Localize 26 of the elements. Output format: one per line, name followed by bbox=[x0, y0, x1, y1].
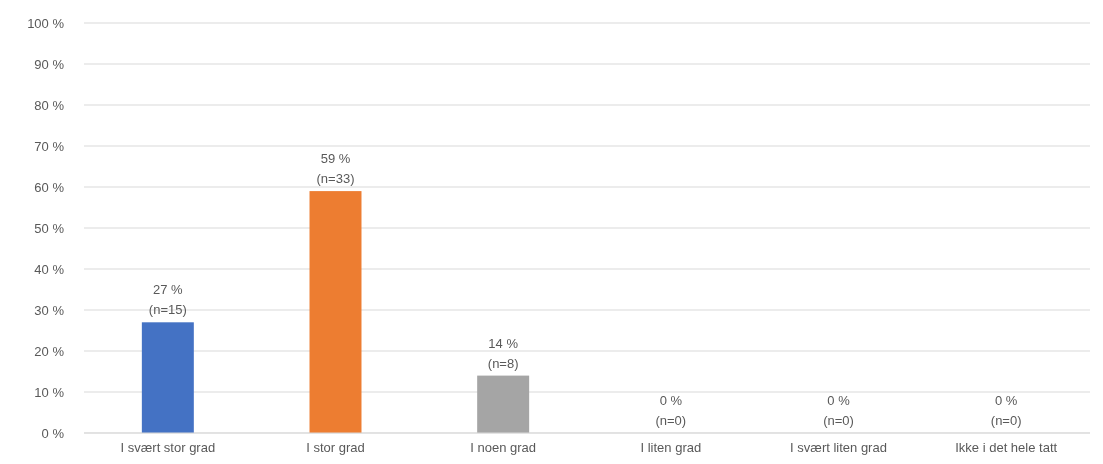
y-tick-label: 10 % bbox=[34, 384, 65, 400]
data-label: 59 % (n=33) bbox=[316, 151, 355, 187]
x-tick-label: I svært liten grad bbox=[790, 440, 887, 456]
y-tick-label: 90 % bbox=[34, 56, 65, 72]
y-tick-label: 100 % bbox=[27, 15, 65, 31]
data-label: 0 % (n=0) bbox=[823, 393, 854, 428]
bar bbox=[477, 375, 530, 433]
y-tick-label: 80 % bbox=[34, 97, 65, 113]
y-tick-label: 60 % bbox=[34, 179, 65, 195]
data-label: 14 % (n=8) bbox=[487, 335, 519, 371]
y-tick-label: 20 % bbox=[34, 343, 65, 359]
y-tick-label: 30 % bbox=[34, 302, 65, 318]
x-tick-label: I stor grad bbox=[306, 440, 365, 456]
y-tick-label: 50 % bbox=[34, 220, 65, 236]
data-label: 0 % (n=0) bbox=[655, 393, 687, 428]
bar bbox=[141, 322, 194, 433]
y-tick-label: 70 % bbox=[34, 138, 65, 154]
x-tick-label: I noen grad bbox=[470, 440, 537, 456]
y-tick-label: 40 % bbox=[34, 261, 65, 277]
x-tick-label: I liten grad bbox=[640, 440, 702, 456]
data-label: 0 % (n=0) bbox=[990, 393, 1022, 428]
bar bbox=[309, 191, 362, 433]
data-label: 27 % (n=15) bbox=[148, 282, 187, 318]
y-tick-label: 0 % bbox=[41, 425, 65, 441]
x-tick-label: I svært stor grad bbox=[120, 440, 216, 456]
x-tick-label: Ikke i det hele tatt bbox=[955, 440, 1058, 456]
